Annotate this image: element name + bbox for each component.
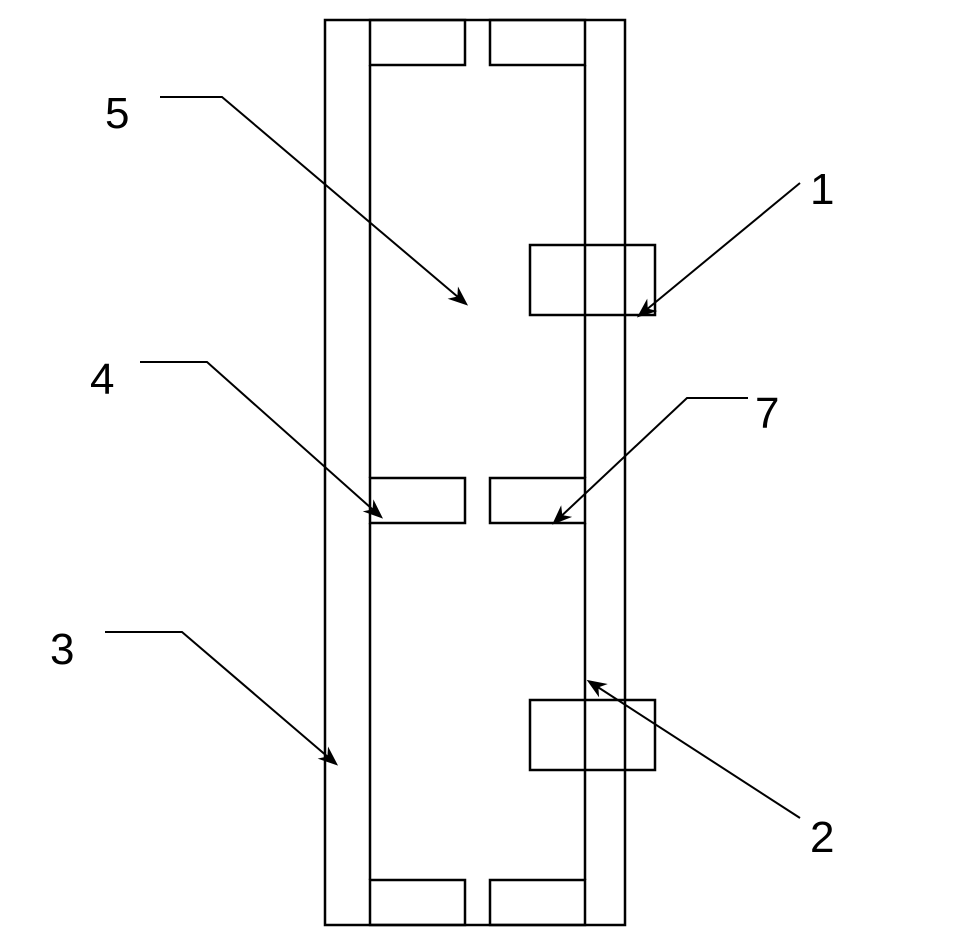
leader-line-4 bbox=[140, 362, 380, 516]
leader-line-5 bbox=[160, 97, 465, 303]
label-3: 3 bbox=[50, 628, 74, 672]
leader-line-2 bbox=[590, 682, 800, 818]
label-2: 2 bbox=[810, 816, 834, 860]
leader-line-1 bbox=[640, 183, 800, 315]
top-block-left bbox=[370, 20, 465, 65]
mid-block-left bbox=[370, 478, 465, 523]
block-2-right bbox=[530, 700, 655, 770]
diagram-container: 1 2 3 4 5 7 bbox=[0, 0, 963, 947]
leader-line-3 bbox=[105, 632, 335, 763]
label-1: 1 bbox=[810, 168, 834, 212]
label-4: 4 bbox=[90, 358, 114, 402]
top-block-right bbox=[490, 20, 585, 65]
block-1-right bbox=[530, 245, 655, 315]
diagram-svg bbox=[0, 0, 963, 947]
bottom-block-right bbox=[490, 880, 585, 925]
label-5: 5 bbox=[105, 92, 129, 136]
mid-block-right bbox=[490, 478, 585, 523]
bottom-block-left bbox=[370, 880, 465, 925]
label-7: 7 bbox=[755, 392, 779, 436]
